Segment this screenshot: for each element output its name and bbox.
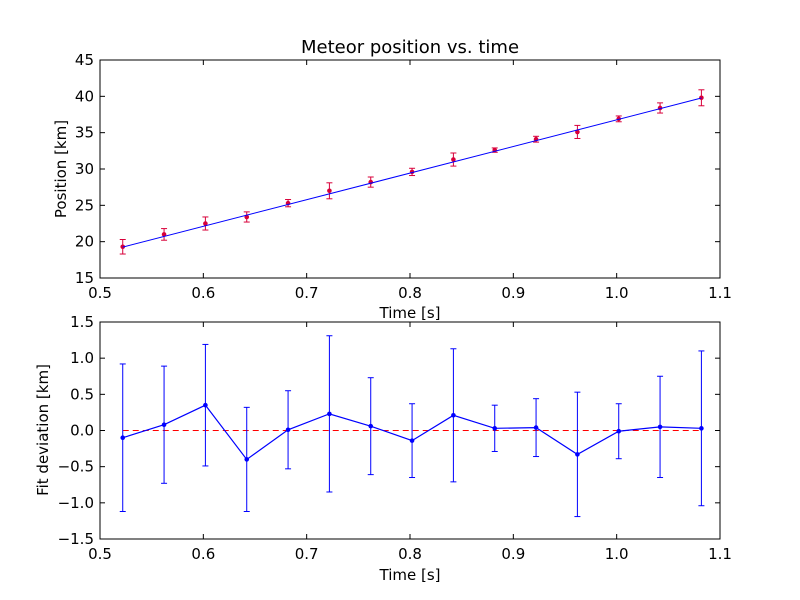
y-tick-label: 25	[75, 196, 94, 214]
data-point	[327, 188, 332, 194]
data-point	[409, 438, 415, 443]
data-point	[575, 129, 580, 135]
y-axis-label: Fit deviation [km]	[34, 364, 52, 496]
x-tick-label: 1.0	[605, 545, 629, 563]
data-point	[699, 426, 704, 431]
chart-title: Meteor position vs. time	[301, 37, 519, 58]
axis-ticks: 0.5 0.6 0.7 0.8 0.9 1.0 1.1 15 20 25 30 35 40 45	[75, 51, 732, 302]
x-tick-label: 0.7	[295, 284, 319, 302]
y-tick-label: 0.5	[70, 385, 94, 403]
y-tick-label: 1.5	[70, 313, 94, 331]
y-tick-label: 20	[75, 233, 94, 251]
axis-ticks: 0.5 0.6 0.7 0.8 0.9 1.0 1.1 −1.5 −1.0 −0.5 0.0 0.5 1…	[58, 313, 732, 563]
data-point	[575, 452, 580, 457]
position-plot: Meteor position vs. time 0.5 0.6 0.7 0.8 0.9…	[52, 37, 732, 322]
y-tick-label: 15	[75, 269, 94, 287]
data-point	[451, 157, 456, 162]
data-point	[120, 435, 126, 441]
x-tick-label: 0.7	[295, 545, 319, 563]
data-point	[657, 424, 663, 430]
x-axis-label: Time [s]	[379, 566, 441, 584]
y-tick-label: 0.0	[70, 422, 94, 440]
data-point	[616, 428, 622, 434]
data-point	[161, 422, 167, 428]
data-point	[533, 425, 539, 430]
data-marks	[119, 335, 705, 518]
y-tick-label: 30	[75, 160, 94, 178]
x-axis-label: Time [s]	[379, 304, 441, 322]
x-tick-label: 0.9	[501, 545, 525, 563]
data-point	[244, 457, 250, 462]
y-tick-label: −1.0	[58, 494, 94, 512]
x-tick-label: 0.5	[88, 545, 112, 563]
data-point	[203, 221, 208, 226]
y-tick-label: 1.0	[70, 349, 94, 367]
x-tick-label: 0.8	[398, 284, 422, 302]
y-axis-label: Position [km]	[52, 120, 70, 218]
data-point	[285, 427, 291, 433]
data-point	[492, 426, 498, 431]
x-tick-label: 0.6	[191, 545, 215, 563]
x-tick-label: 0.6	[191, 284, 215, 302]
y-tick-label: 45	[75, 51, 94, 69]
fit-line	[122, 97, 702, 248]
data-point	[368, 423, 374, 429]
x-tick-label: 0.9	[501, 284, 525, 302]
data-point	[451, 413, 456, 418]
y-tick-label: 40	[75, 87, 94, 105]
x-tick-label: 0.5	[88, 284, 112, 302]
y-tick-label: −1.5	[58, 530, 94, 548]
x-tick-label: 1.1	[708, 284, 732, 302]
data-point	[699, 95, 704, 101]
x-tick-label: 0.8	[398, 545, 422, 563]
y-tick-label: 35	[75, 124, 94, 142]
data-point	[161, 232, 167, 237]
x-tick-label: 1.0	[605, 284, 629, 302]
plot-frame	[99, 321, 721, 540]
data-point	[327, 411, 332, 417]
data-marks	[119, 89, 705, 255]
y-tick-label: −0.5	[58, 458, 94, 476]
plot-frame	[99, 59, 721, 279]
data-point	[203, 402, 208, 408]
deviation-plot: 0.5 0.6 0.7 0.8 0.9 1.0 1.1 −1.5 −1.0 −0.5 0.0 0.5 1…	[34, 313, 732, 584]
x-tick-label: 1.1	[708, 545, 732, 563]
